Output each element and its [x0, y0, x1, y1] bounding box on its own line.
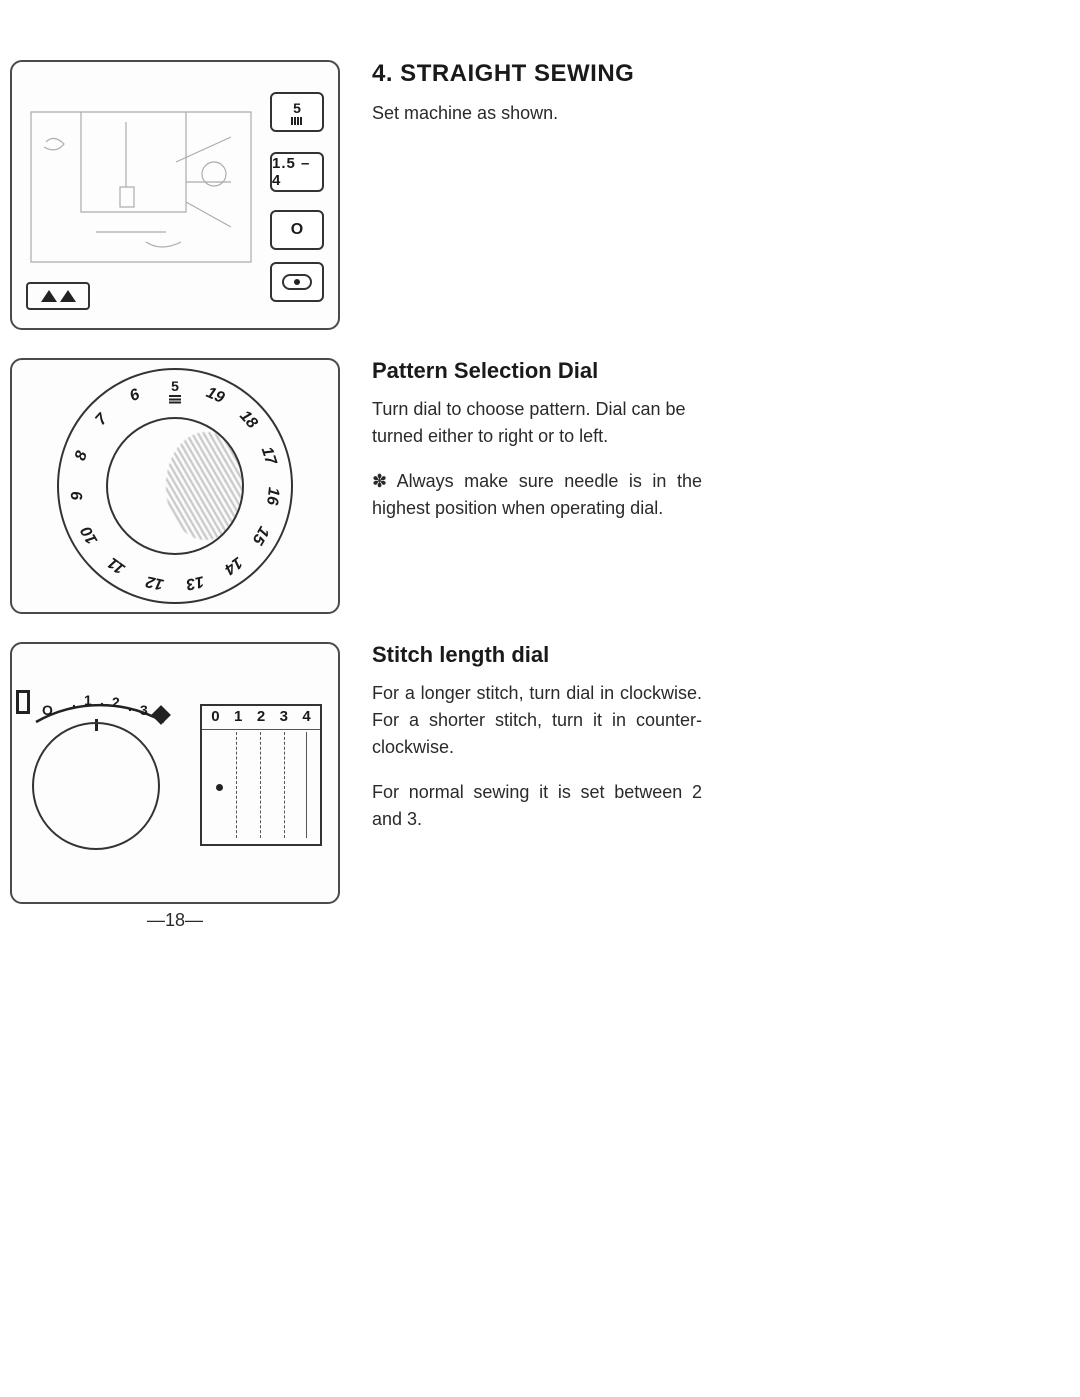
- scale-dot-1: .: [72, 694, 76, 710]
- panel-pattern-dial: 5 678910111213141516171819: [10, 358, 340, 614]
- body-pattern-dial-2: ✽ Always make sure needle is in the high…: [372, 468, 702, 522]
- stitch-length-dial: [32, 722, 160, 850]
- chart-col-line: [236, 732, 237, 838]
- text-pattern-dial: Pattern Selection Dial Turn dial to choo…: [372, 358, 702, 540]
- heading-stitch-length: Stitch length dial: [372, 642, 702, 668]
- body-pattern-dial-1: Turn dial to choose pattern. Dial can be…: [372, 396, 702, 450]
- section-straight-sewing: 5 1.5 – 4 O 4. STRAIGHT SEWING Set machi…: [10, 60, 1040, 330]
- chart-h-3: 3: [280, 708, 288, 725]
- body-straight-sewing: Set machine as shown.: [372, 100, 702, 127]
- section-stitch-length: O . 1 . 2 . 3 0 1 2 3 4: [10, 642, 1040, 931]
- chart-col-line: [260, 732, 261, 838]
- heading-pattern-dial: Pattern Selection Dial: [372, 358, 702, 384]
- scale-dot-2: .: [100, 692, 104, 708]
- text-straight-sewing: 4. STRAIGHT SEWING Set machine as shown.: [372, 60, 702, 145]
- figure-stitch-length: O . 1 . 2 . 3 0 1 2 3 4: [10, 642, 340, 931]
- chart-header: 0 1 2 3 4: [202, 706, 320, 730]
- dial-inner-knob: [106, 417, 244, 555]
- setting-pattern-number: 5: [293, 100, 301, 116]
- body-stitch-length-2: For normal sewing it is set between 2 an…: [372, 779, 702, 833]
- scale-dot-3: .: [128, 698, 132, 714]
- dial-number: 12: [144, 571, 165, 592]
- dot-icon: [294, 279, 300, 285]
- chart-h-1: 1: [234, 708, 242, 725]
- triangle-icon: [60, 290, 76, 302]
- dial-top-number: 5: [171, 378, 179, 394]
- machine-sketch: [26, 92, 256, 292]
- setting-needle-plate: [270, 262, 324, 302]
- body-stitch-length-1: For a longer stitch, turn dial in clockw…: [372, 680, 702, 761]
- chart-col-line: [284, 732, 285, 838]
- chart-h-4: 4: [302, 708, 310, 725]
- text-stitch-length: Stitch length dial For a longer stitch, …: [372, 642, 702, 851]
- setting-stitch-length: 1.5 – 4: [270, 152, 324, 192]
- dial-number: 16: [263, 486, 283, 506]
- scale-num-1: 1: [84, 692, 92, 708]
- setting-width-value: O: [291, 221, 303, 239]
- panel-machine: 5 1.5 – 4 O: [10, 60, 340, 330]
- zigzag-icon: [291, 117, 303, 125]
- pill-icon: [282, 274, 312, 290]
- scale-num-2: 2: [112, 694, 120, 710]
- chart-h-0: 0: [211, 708, 219, 725]
- stitch-length-chart: 0 1 2 3 4: [200, 704, 322, 846]
- setting-width: O: [270, 210, 324, 250]
- stitch-bars-icon: [169, 395, 181, 405]
- chart-col-line: [306, 732, 307, 838]
- scale-o: O: [42, 702, 53, 718]
- dial-shading: [166, 432, 244, 539]
- heading-straight-sewing: 4. STRAIGHT SEWING: [372, 60, 702, 88]
- setting-pattern: 5: [270, 92, 324, 132]
- feed-dog-indicator: [26, 282, 90, 310]
- page-number: —18—: [10, 910, 340, 931]
- panel-stitch-length: O . 1 . 2 . 3 0 1 2 3 4: [10, 642, 340, 904]
- chart-dot-icon: [216, 784, 223, 791]
- scale-num-3: 3: [140, 702, 148, 718]
- dial-top-marker: 5: [169, 378, 181, 405]
- triangle-icon: [41, 290, 57, 302]
- chart-h-2: 2: [257, 708, 265, 725]
- setting-stitch-range: 1.5 – 4: [272, 155, 322, 189]
- section-pattern-dial: 5 678910111213141516171819 Pattern Selec…: [10, 358, 1040, 614]
- figure-pattern-dial: 5 678910111213141516171819: [10, 358, 340, 614]
- figure-machine-settings: 5 1.5 – 4 O: [10, 60, 340, 330]
